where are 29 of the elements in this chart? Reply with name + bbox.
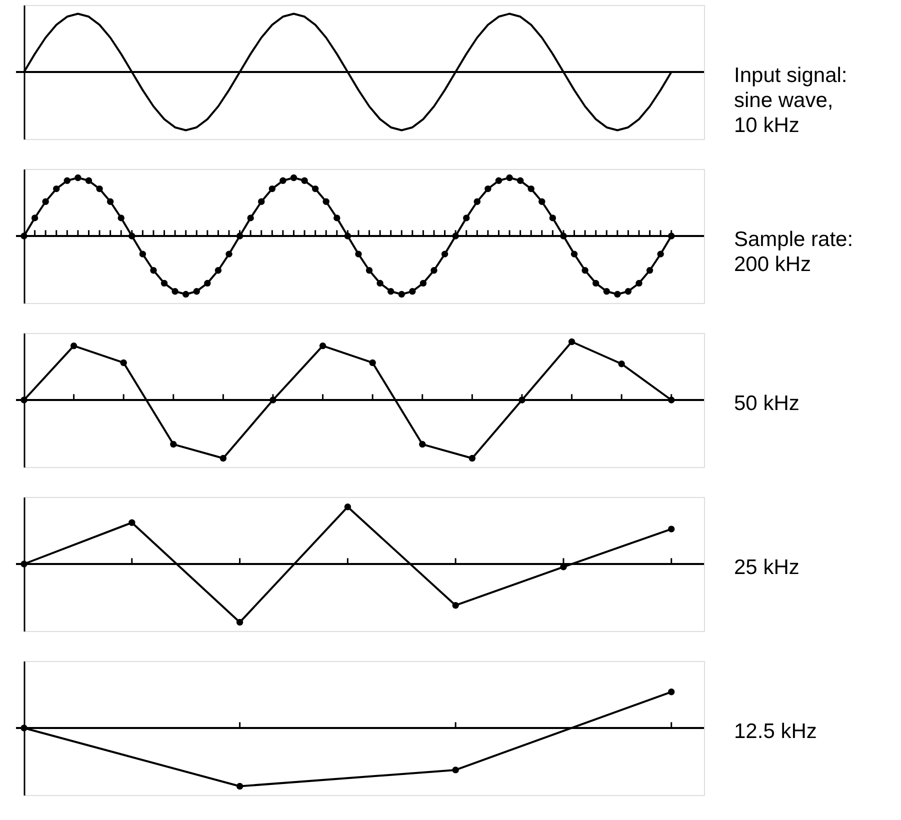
point	[369, 359, 376, 366]
point	[468, 454, 476, 462]
point	[319, 342, 326, 350]
point	[568, 338, 576, 346]
point	[70, 342, 78, 350]
point	[20, 396, 28, 404]
text: 50 kHz	[734, 392, 800, 415]
point	[128, 519, 136, 526]
point	[344, 504, 352, 510]
point	[170, 440, 177, 448]
point	[20, 560, 28, 568]
point	[236, 782, 244, 790]
point	[668, 526, 675, 532]
point	[452, 602, 459, 609]
point	[452, 766, 459, 774]
point	[668, 396, 675, 404]
point	[120, 359, 127, 366]
point	[20, 724, 28, 732]
point	[518, 396, 526, 404]
point	[419, 440, 426, 448]
point	[668, 688, 675, 696]
point	[236, 618, 244, 626]
point	[220, 454, 227, 462]
text: Sample rate: 200 kHz	[734, 228, 854, 276]
text: 25 kHz	[734, 556, 800, 579]
point	[618, 360, 625, 368]
text: Input signal: sine wave, 10 kHz	[734, 64, 848, 137]
point	[270, 396, 276, 404]
text: 12.5 kHz	[734, 720, 817, 743]
